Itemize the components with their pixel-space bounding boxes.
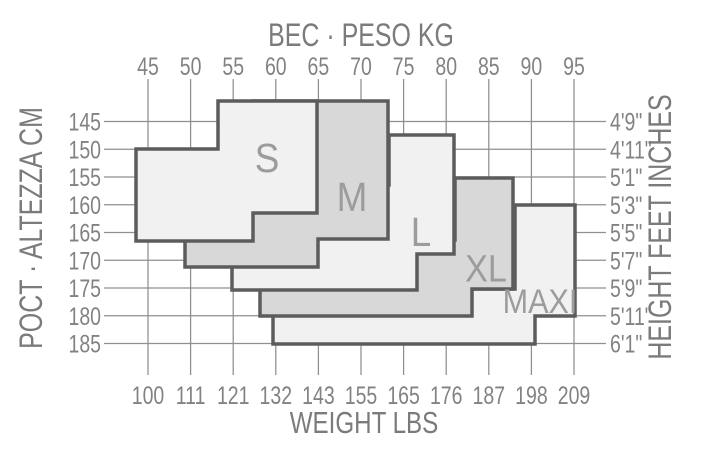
size-label-xl: XL [465, 247, 507, 290]
cm-tick-label: 180 [68, 302, 101, 330]
cm-tick-label: 185 [68, 330, 101, 358]
kg-tick-label: 75 [393, 53, 415, 81]
ft-tick-label: 5'5" [610, 219, 642, 247]
kg-tick-label: 55 [222, 53, 244, 81]
ft-tick-label: 4'11" [610, 136, 652, 164]
lbs-tick-label: 143 [302, 382, 335, 410]
ft-tick-label: 5'9" [610, 275, 642, 303]
cm-tick-label: 175 [68, 275, 101, 303]
axis-title-bottom: WEIGHT LBS [290, 405, 439, 440]
lbs-tick-label: 132 [260, 382, 293, 410]
size-label-maxi: MAXI [503, 283, 578, 321]
kg-tick-label: 80 [435, 53, 457, 81]
lbs-tick-label: 155 [345, 382, 378, 410]
ft-tick-label: 5'7" [610, 247, 642, 275]
kg-tick-label: 60 [265, 53, 287, 81]
ft-tick-label: 6'1" [610, 330, 642, 358]
lbs-tick-label: 176 [430, 382, 463, 410]
lbs-tick-label: 111 [176, 382, 206, 410]
lbs-tick-label: 100 [132, 382, 165, 410]
lbs-tick-label: 209 [558, 382, 591, 410]
ft-tick-label: 5'3" [610, 191, 642, 219]
kg-tick-label: 50 [180, 53, 202, 81]
kg-tick-label: 90 [521, 53, 543, 81]
lbs-tick-label: 198 [515, 382, 548, 410]
ft-tick-label: 5'11" [610, 302, 652, 330]
cm-tick-label: 160 [68, 191, 101, 219]
axis-title-left: POCT · ALTEZZA CM [14, 107, 50, 349]
size-regions [134, 99, 577, 346]
size-region-s [134, 99, 319, 243]
cm-tick-label: 165 [68, 219, 101, 247]
axis-title-top: BEC · PESO KG [268, 18, 454, 54]
size-label-m: M [337, 175, 368, 220]
cm-tick-label: 170 [68, 247, 101, 275]
lbs-tick-label: 121 [217, 382, 250, 410]
size-label-l: L [411, 210, 432, 255]
kg-tick-label: 70 [350, 53, 372, 81]
cm-tick-label: 150 [68, 136, 101, 164]
kg-tick-label: 95 [563, 53, 585, 81]
cm-tick-label: 155 [68, 164, 101, 192]
ft-tick-label: 4'9" [610, 108, 642, 136]
ft-tick-label: 5'1" [610, 164, 642, 192]
cm-tick-label: 145 [68, 108, 101, 136]
size-label-s: S [255, 136, 280, 181]
lbs-tick-label: 165 [387, 382, 420, 410]
kg-tick-label: 45 [137, 53, 159, 81]
kg-tick-label: 85 [478, 53, 500, 81]
kg-tick-label: 65 [308, 53, 330, 81]
axis-title-right: HEIGHT FEET INCHES [643, 94, 679, 359]
lbs-tick-label: 187 [473, 382, 506, 410]
